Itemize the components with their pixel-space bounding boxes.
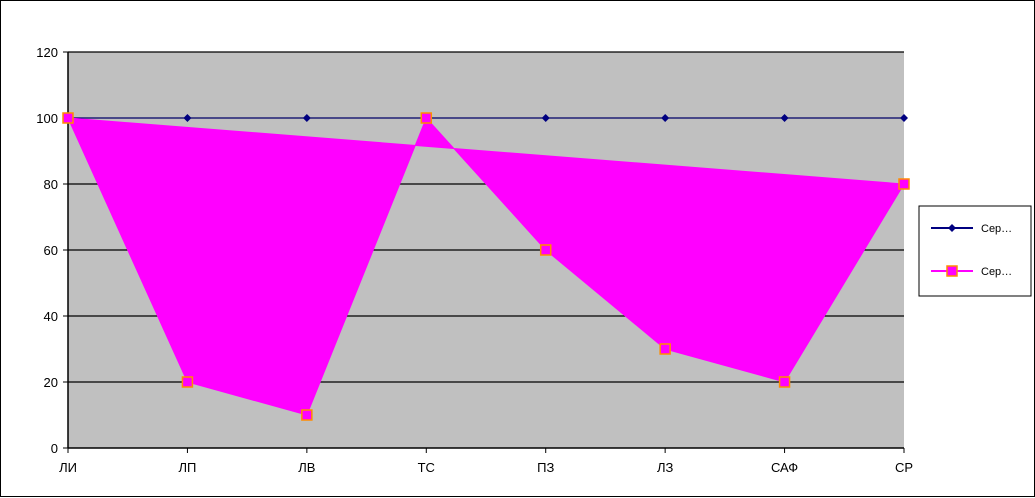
y-axis-ticks: 0 20 40 60 80 100 120 — [36, 45, 68, 456]
series-1-point — [183, 114, 192, 122]
series-1-point — [900, 114, 908, 122]
legend: Сер… Сер… — [918, 205, 1032, 297]
legend-marker-series-1 — [948, 224, 956, 232]
series-1-point — [661, 114, 670, 122]
series-2-point — [898, 178, 910, 190]
x-tick-label: ТС — [418, 460, 435, 475]
series-2-point — [420, 112, 433, 124]
series-2-point — [62, 112, 74, 124]
series-1-point — [541, 114, 550, 122]
y-tick-label: 40 — [44, 309, 58, 324]
x-tick-label: ЛП — [178, 460, 196, 475]
series-2-point — [539, 244, 552, 256]
series-markers — [62, 112, 910, 421]
y-tick-label: 0 — [51, 441, 58, 456]
x-tick-label: ПЗ — [537, 460, 554, 475]
x-axis-ticks: ЛИ ЛП ЛВ ТС ПЗ ЛЗ САФ СР — [59, 448, 913, 475]
series-1-point — [302, 114, 311, 122]
series-2-point — [659, 343, 671, 355]
y-tick-label: 80 — [44, 177, 58, 192]
x-tick-label: ЛИ — [59, 460, 77, 475]
series-2-point — [301, 409, 313, 421]
y-tick-label: 120 — [36, 45, 58, 60]
x-tick-label: САФ — [771, 460, 798, 475]
y-tick-label: 100 — [36, 111, 58, 126]
legend-label-series-1: Сер… — [981, 223, 1012, 235]
legend-marker-series-2 — [946, 265, 958, 277]
series-2-point — [181, 376, 194, 388]
y-tick-label: 20 — [44, 375, 58, 390]
x-tick-label: СР — [895, 460, 913, 475]
series-1-point — [780, 114, 789, 122]
legend-label-series-2: Сер… — [981, 266, 1012, 278]
legend-box — [918, 205, 1032, 297]
series-2-point — [778, 376, 791, 388]
y-tick-label: 60 — [44, 243, 58, 258]
x-tick-label: ЛВ — [298, 460, 315, 475]
x-tick-label: ЛЗ — [657, 460, 674, 475]
